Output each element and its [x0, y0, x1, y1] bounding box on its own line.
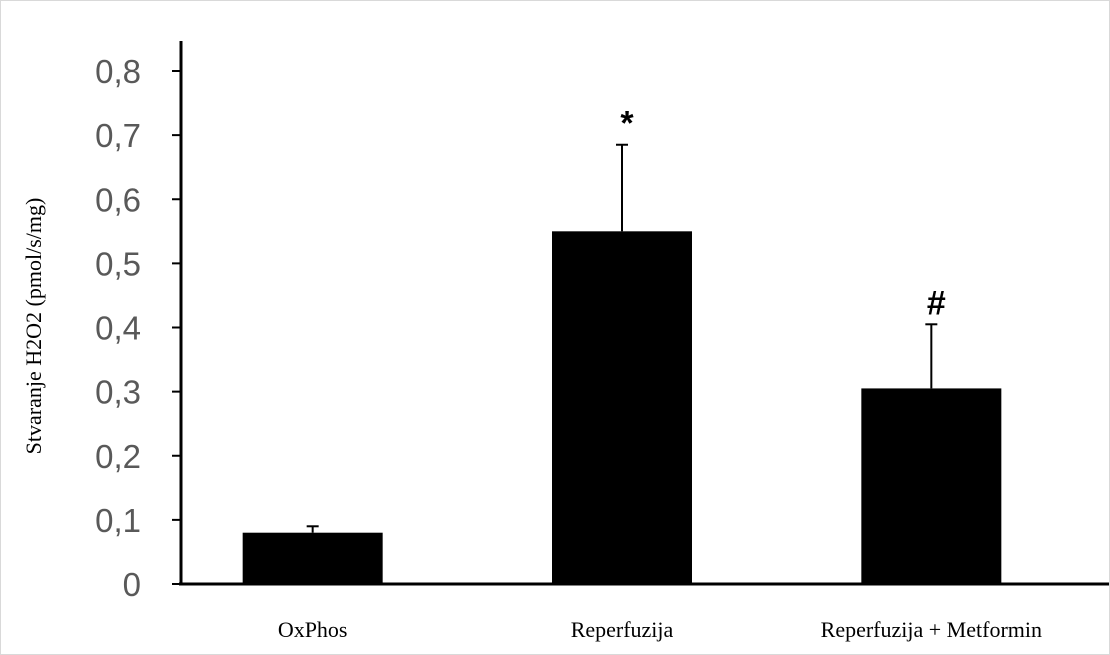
significance-marker: #: [927, 284, 946, 322]
significance-marker: *: [620, 105, 634, 143]
y-tick-label: 0,2: [95, 438, 141, 475]
x-category-label: Reperfuzija + Metformin: [821, 617, 1042, 642]
y-tick-label: 0,7: [95, 117, 141, 154]
bar: [242, 532, 383, 584]
y-tick-label: 0,3: [95, 374, 141, 411]
bar: [861, 388, 1002, 584]
x-category-label: Reperfuzija: [571, 617, 674, 642]
y-axis-title: Stvaranje H2O2 (pmol/s/mg): [21, 198, 46, 455]
y-tick-label: 0,8: [95, 53, 141, 90]
y-tick-label: 0,1: [95, 502, 141, 539]
y-tick-layer: 0 0,1 0,2 0,3 0,4 0,5 0,6 0,7 0,8: [95, 53, 181, 603]
y-tick-label: 0,4: [95, 310, 141, 347]
y-tick-label: 0: [123, 566, 141, 603]
y-tick-label: 0,5: [95, 245, 141, 282]
axes-layer: [179, 41, 1109, 586]
x-category-label: OxPhos: [278, 617, 348, 642]
y-tick-label: 0,6: [95, 181, 141, 218]
bars-layer: OxPhos * Reperfuzija # Reperfuzija + Metform…: [242, 105, 1042, 642]
bar: [552, 231, 692, 584]
